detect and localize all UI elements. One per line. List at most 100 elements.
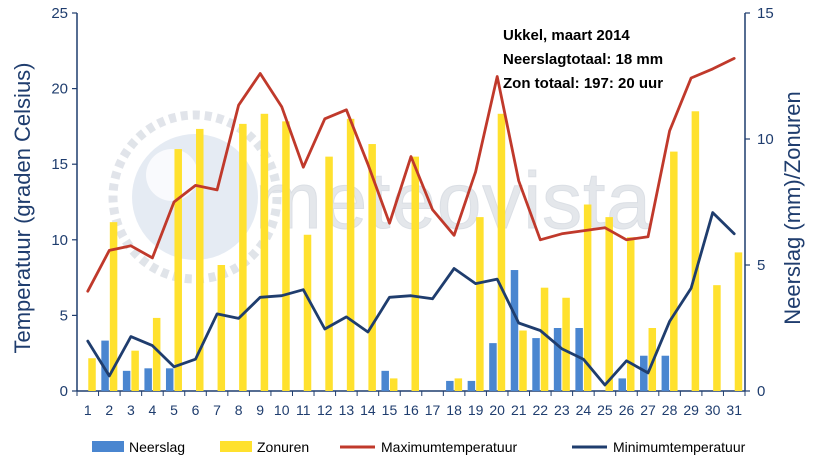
x-tick-label: 5	[170, 402, 178, 418]
x-tick-label: 24	[576, 402, 592, 418]
annotation-precip-total: Neerslagtotaal: 18 mm	[503, 51, 663, 68]
x-tick-label: 9	[256, 402, 264, 418]
left-tick-label: 10	[51, 232, 68, 249]
legend: Neerslag Zonuren Maximumtemperatuur Mini…	[92, 439, 746, 455]
bar-zonuren	[454, 378, 463, 391]
x-tick-label: 10	[274, 402, 290, 418]
left-axis-title: Temperatuur (graden Celsius)	[10, 62, 35, 353]
legend-swatch-zonuren	[220, 441, 252, 452]
bar-zonuren	[497, 113, 506, 392]
bar-zonuren	[131, 350, 139, 391]
bar-zonuren	[152, 317, 161, 391]
right-tick-label: 15	[757, 5, 774, 22]
right-axis-title: Neerslag (mm)/Zonuren	[780, 91, 805, 325]
left-tick-label: 5	[60, 307, 68, 324]
x-tick-label: 25	[597, 402, 613, 418]
right-tick-label: 10	[757, 131, 774, 148]
x-tick-label: 29	[683, 402, 699, 418]
x-tick-label: 2	[105, 402, 113, 418]
bar-zonuren	[670, 151, 678, 391]
x-tick-label: 1	[84, 402, 92, 418]
bar-zonuren	[282, 121, 290, 392]
bar-zonuren	[519, 330, 527, 391]
x-tick-label: 8	[235, 402, 243, 418]
left-tick-label: 0	[60, 383, 68, 400]
annotation-sun-total: Zon totaal: 197: 20 uur	[503, 75, 663, 92]
x-tick-label: 22	[533, 402, 549, 418]
legend-label-min: Minimumtemperatuur	[613, 439, 746, 455]
watermark-globe-highlight-icon	[146, 149, 198, 201]
bar-zonuren	[368, 144, 376, 391]
bar-zonuren	[476, 217, 484, 391]
left-tick-label: 15	[51, 156, 68, 173]
x-tick-label: 12	[317, 402, 333, 418]
bar-neerslag	[467, 380, 476, 391]
right-tick-label: 5	[757, 257, 765, 274]
bar-zonuren	[411, 156, 419, 391]
x-tick-label: 16	[403, 402, 419, 418]
bar-neerslag	[381, 370, 389, 391]
bar-neerslag	[553, 328, 562, 391]
legend-label-max: Maximumtemperatuur	[381, 439, 517, 455]
bar-neerslag	[446, 380, 454, 391]
bar-zonuren	[389, 378, 398, 391]
meteovista-watermark: meteovista	[108, 110, 652, 284]
legend-label-zonuren: Zonuren	[257, 439, 309, 455]
x-tick-label: 14	[360, 402, 376, 418]
x-tick-label: 31	[726, 402, 742, 418]
bar-zonuren	[260, 113, 269, 392]
bar-zonuren	[734, 252, 743, 391]
x-tick-label: 21	[511, 402, 527, 418]
bar-neerslag	[640, 355, 648, 391]
x-tick-label: 13	[339, 402, 355, 418]
bar-zonuren	[691, 111, 700, 391]
bar-zonuren	[346, 118, 355, 391]
bar-neerslag	[165, 368, 174, 391]
left-tick-label: 20	[51, 81, 68, 98]
bar-neerslag	[101, 340, 109, 391]
watermark-text: meteovista	[255, 156, 652, 245]
bar-zonuren	[605, 217, 613, 391]
x-tick-label: 7	[213, 402, 221, 418]
bar-zonuren	[325, 156, 333, 391]
x-tick-label: 4	[149, 402, 157, 418]
line-minimumtemperatuur	[86, 211, 736, 387]
x-tick-label: 28	[662, 402, 678, 418]
x-tick-label: 23	[554, 402, 570, 418]
bar-neerslag	[661, 355, 670, 391]
x-tick-label: 27	[640, 402, 656, 418]
right-tick-label: 0	[757, 383, 765, 400]
legend-swatch-neerslag	[92, 441, 124, 452]
bar-neerslag	[489, 343, 497, 391]
bar-zonuren	[196, 128, 204, 392]
bar-zonuren	[239, 123, 247, 391]
legend-label-neerslag: Neerslag	[129, 439, 185, 455]
x-tick-label: 20	[489, 402, 505, 418]
bar-zonuren	[562, 297, 570, 391]
left-tick-label: 25	[51, 5, 68, 22]
bar-zonuren	[713, 285, 721, 391]
bar-neerslag	[532, 338, 540, 391]
annotation-location: Ukkel, maart 2014	[503, 27, 630, 44]
x-tick-label: 11	[296, 402, 311, 418]
x-tick-label: 19	[468, 402, 484, 418]
line-maximumtemperatuur	[86, 57, 736, 293]
bar-neerslag	[575, 328, 583, 391]
bar-zonuren	[583, 204, 592, 391]
x-tick-label: 30	[705, 402, 721, 418]
bar-zonuren	[303, 234, 312, 391]
bar-neerslag	[510, 270, 519, 391]
bar-neerslag	[144, 368, 152, 391]
x-tick-label: 15	[382, 402, 398, 418]
bar-zonuren	[109, 222, 118, 391]
x-tick-label: 18	[446, 402, 462, 418]
bar-zonuren	[540, 287, 549, 391]
watermark-globe-icon	[132, 134, 258, 260]
x-tick-label: 3	[127, 402, 135, 418]
x-tick-label: 26	[619, 402, 635, 418]
bar-neerslag	[122, 370, 131, 391]
watermark-ring-icon	[108, 110, 282, 284]
x-tick-label: 6	[192, 402, 200, 418]
